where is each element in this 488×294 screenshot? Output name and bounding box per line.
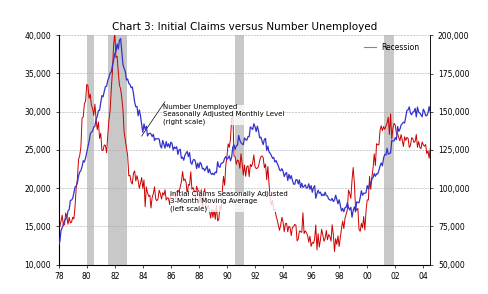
Legend: Recession: Recession <box>360 40 422 55</box>
Bar <box>86 35 94 265</box>
Text: Initial Claims Seasonally Adjusted
3-Month Moving Average
(left scale): Initial Claims Seasonally Adjusted 3-Mon… <box>170 191 287 212</box>
Bar <box>383 35 393 265</box>
Text: Number Unemployed
Seasonally Adjusted Monthly Level
(right scale): Number Unemployed Seasonally Adjusted Mo… <box>163 104 284 125</box>
Title: Chart 3: Initial Claims versus Number Unemployed: Chart 3: Initial Claims versus Number Un… <box>112 22 376 32</box>
Bar <box>107 35 127 265</box>
Bar <box>235 35 244 265</box>
